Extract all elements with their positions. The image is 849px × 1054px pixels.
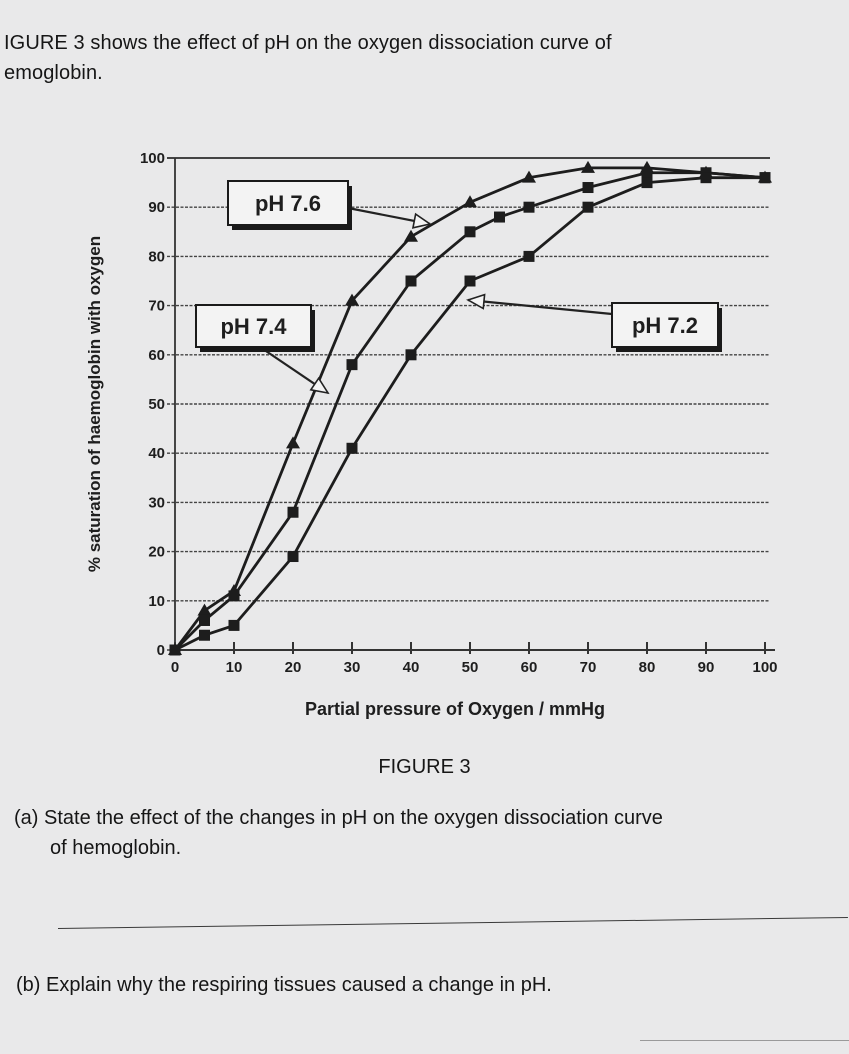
data-point-triangle [581, 160, 595, 173]
question-b-line-1: (b) Explain why the respiring tissues ca… [16, 974, 552, 996]
data-point-square [523, 250, 535, 262]
data-point-triangle [345, 293, 359, 306]
y-tick-label: 30 [148, 494, 165, 511]
chart-axes: 0 10 20 30 40 50 60 70 80 90 100 0 10 20 30 40 50 60 70 80 9… [140, 150, 778, 676]
data-point-triangle [463, 195, 477, 208]
annotation-box [195, 304, 312, 348]
answer-line-b[interactable] [640, 1040, 849, 1041]
data-point-square [346, 359, 358, 371]
data-point-square [641, 177, 653, 189]
x-tick-label: 30 [344, 659, 361, 676]
x-tick-label: 10 [226, 659, 243, 676]
data-point-square [464, 226, 476, 238]
data-point-square [464, 275, 476, 287]
data-point-square [287, 551, 299, 563]
data-point-square [346, 442, 358, 454]
figure-caption: FIGURE 3 [378, 756, 471, 778]
data-point-square [228, 619, 240, 631]
data-point-square [641, 167, 653, 179]
annotation-box [227, 180, 349, 226]
chart-grid [167, 157, 770, 651]
y-tick-label: 0 [157, 642, 165, 659]
annotation-arrowhead [466, 293, 486, 310]
annotation-box [611, 302, 719, 348]
data-point-square [700, 172, 712, 184]
data-point-square [494, 211, 505, 223]
data-point-square [169, 644, 181, 656]
data-point-square [582, 182, 594, 194]
data-point-square [759, 172, 771, 184]
x-tick-label: 50 [462, 659, 479, 676]
data-point-triangle [404, 229, 418, 242]
chart-annotations: pH 7.6 pH 7.4 pH 7.2 [195, 180, 722, 395]
x-tick-label: 70 [580, 659, 597, 676]
question-a-line-2: of hemoglobin. [50, 837, 182, 859]
data-point-square [405, 275, 417, 287]
oxygen-dissociation-chart: 0 10 20 30 40 50 60 70 80 90 100 0 10 20 30 40 50 60 70 80 9… [85, 150, 778, 719]
series-line-2 [174, 171, 766, 651]
question-a-line-1: (a) State the effect of the changes in p… [14, 807, 663, 829]
question-a: (a) State the effect of the changes in p… [14, 803, 844, 863]
annotation-label: pH 7.4 [220, 314, 287, 339]
data-point-square [523, 201, 535, 213]
data-point-square [405, 349, 417, 361]
intro-line-1: IGURE 3 shows the effect of pH on the ox… [4, 32, 612, 54]
x-tick-label: 100 [752, 659, 777, 676]
data-point-triangle [286, 436, 300, 449]
y-tick-label: 50 [148, 396, 165, 413]
answer-line-a[interactable] [57, 916, 848, 929]
question-b: (b) Explain why the respiring tissues ca… [16, 970, 846, 1000]
y-tick-label: 90 [148, 199, 165, 216]
y-tick-label: 10 [148, 593, 165, 610]
y-tick-label: 100 [140, 150, 165, 167]
x-axis-label: Partial pressure of Oxygen / mmHg [305, 699, 605, 719]
x-tick-label: 80 [639, 659, 656, 676]
x-tick-label: 20 [285, 659, 302, 676]
series-line-1 [173, 166, 766, 651]
data-point-square [228, 590, 240, 602]
series-line-3 [174, 176, 765, 652]
annotation-arrow [467, 298, 613, 316]
data-point-square [199, 614, 210, 626]
question-intro: IGURE 3 shows the effect of pH on the ox… [4, 28, 834, 88]
data-point-triangle [522, 170, 536, 183]
y-tick-label: 60 [148, 347, 165, 364]
x-tick-label: 0 [171, 659, 179, 676]
annotation-arrowhead [309, 376, 330, 395]
y-tick-label: 80 [148, 248, 165, 265]
y-tick-label: 40 [148, 445, 165, 462]
chart-series [168, 160, 772, 656]
y-tick-label: 70 [148, 298, 165, 315]
data-point-square [199, 629, 210, 641]
x-tick-label: 60 [521, 659, 538, 676]
y-axis-label: % saturation of haemoglobin with oxygen [85, 236, 104, 572]
data-point-square [582, 201, 594, 213]
annotation-arrowhead [411, 212, 432, 229]
intro-line-2: emoglobin. [4, 62, 103, 84]
data-point-triangle [197, 603, 212, 616]
x-tick-label: 90 [698, 659, 715, 676]
annotation-label: pH 7.2 [632, 313, 698, 338]
x-tick-label: 40 [403, 659, 420, 676]
y-tick-label: 20 [148, 544, 165, 561]
annotation-label: pH 7.6 [255, 191, 321, 216]
data-point-square [287, 506, 299, 518]
